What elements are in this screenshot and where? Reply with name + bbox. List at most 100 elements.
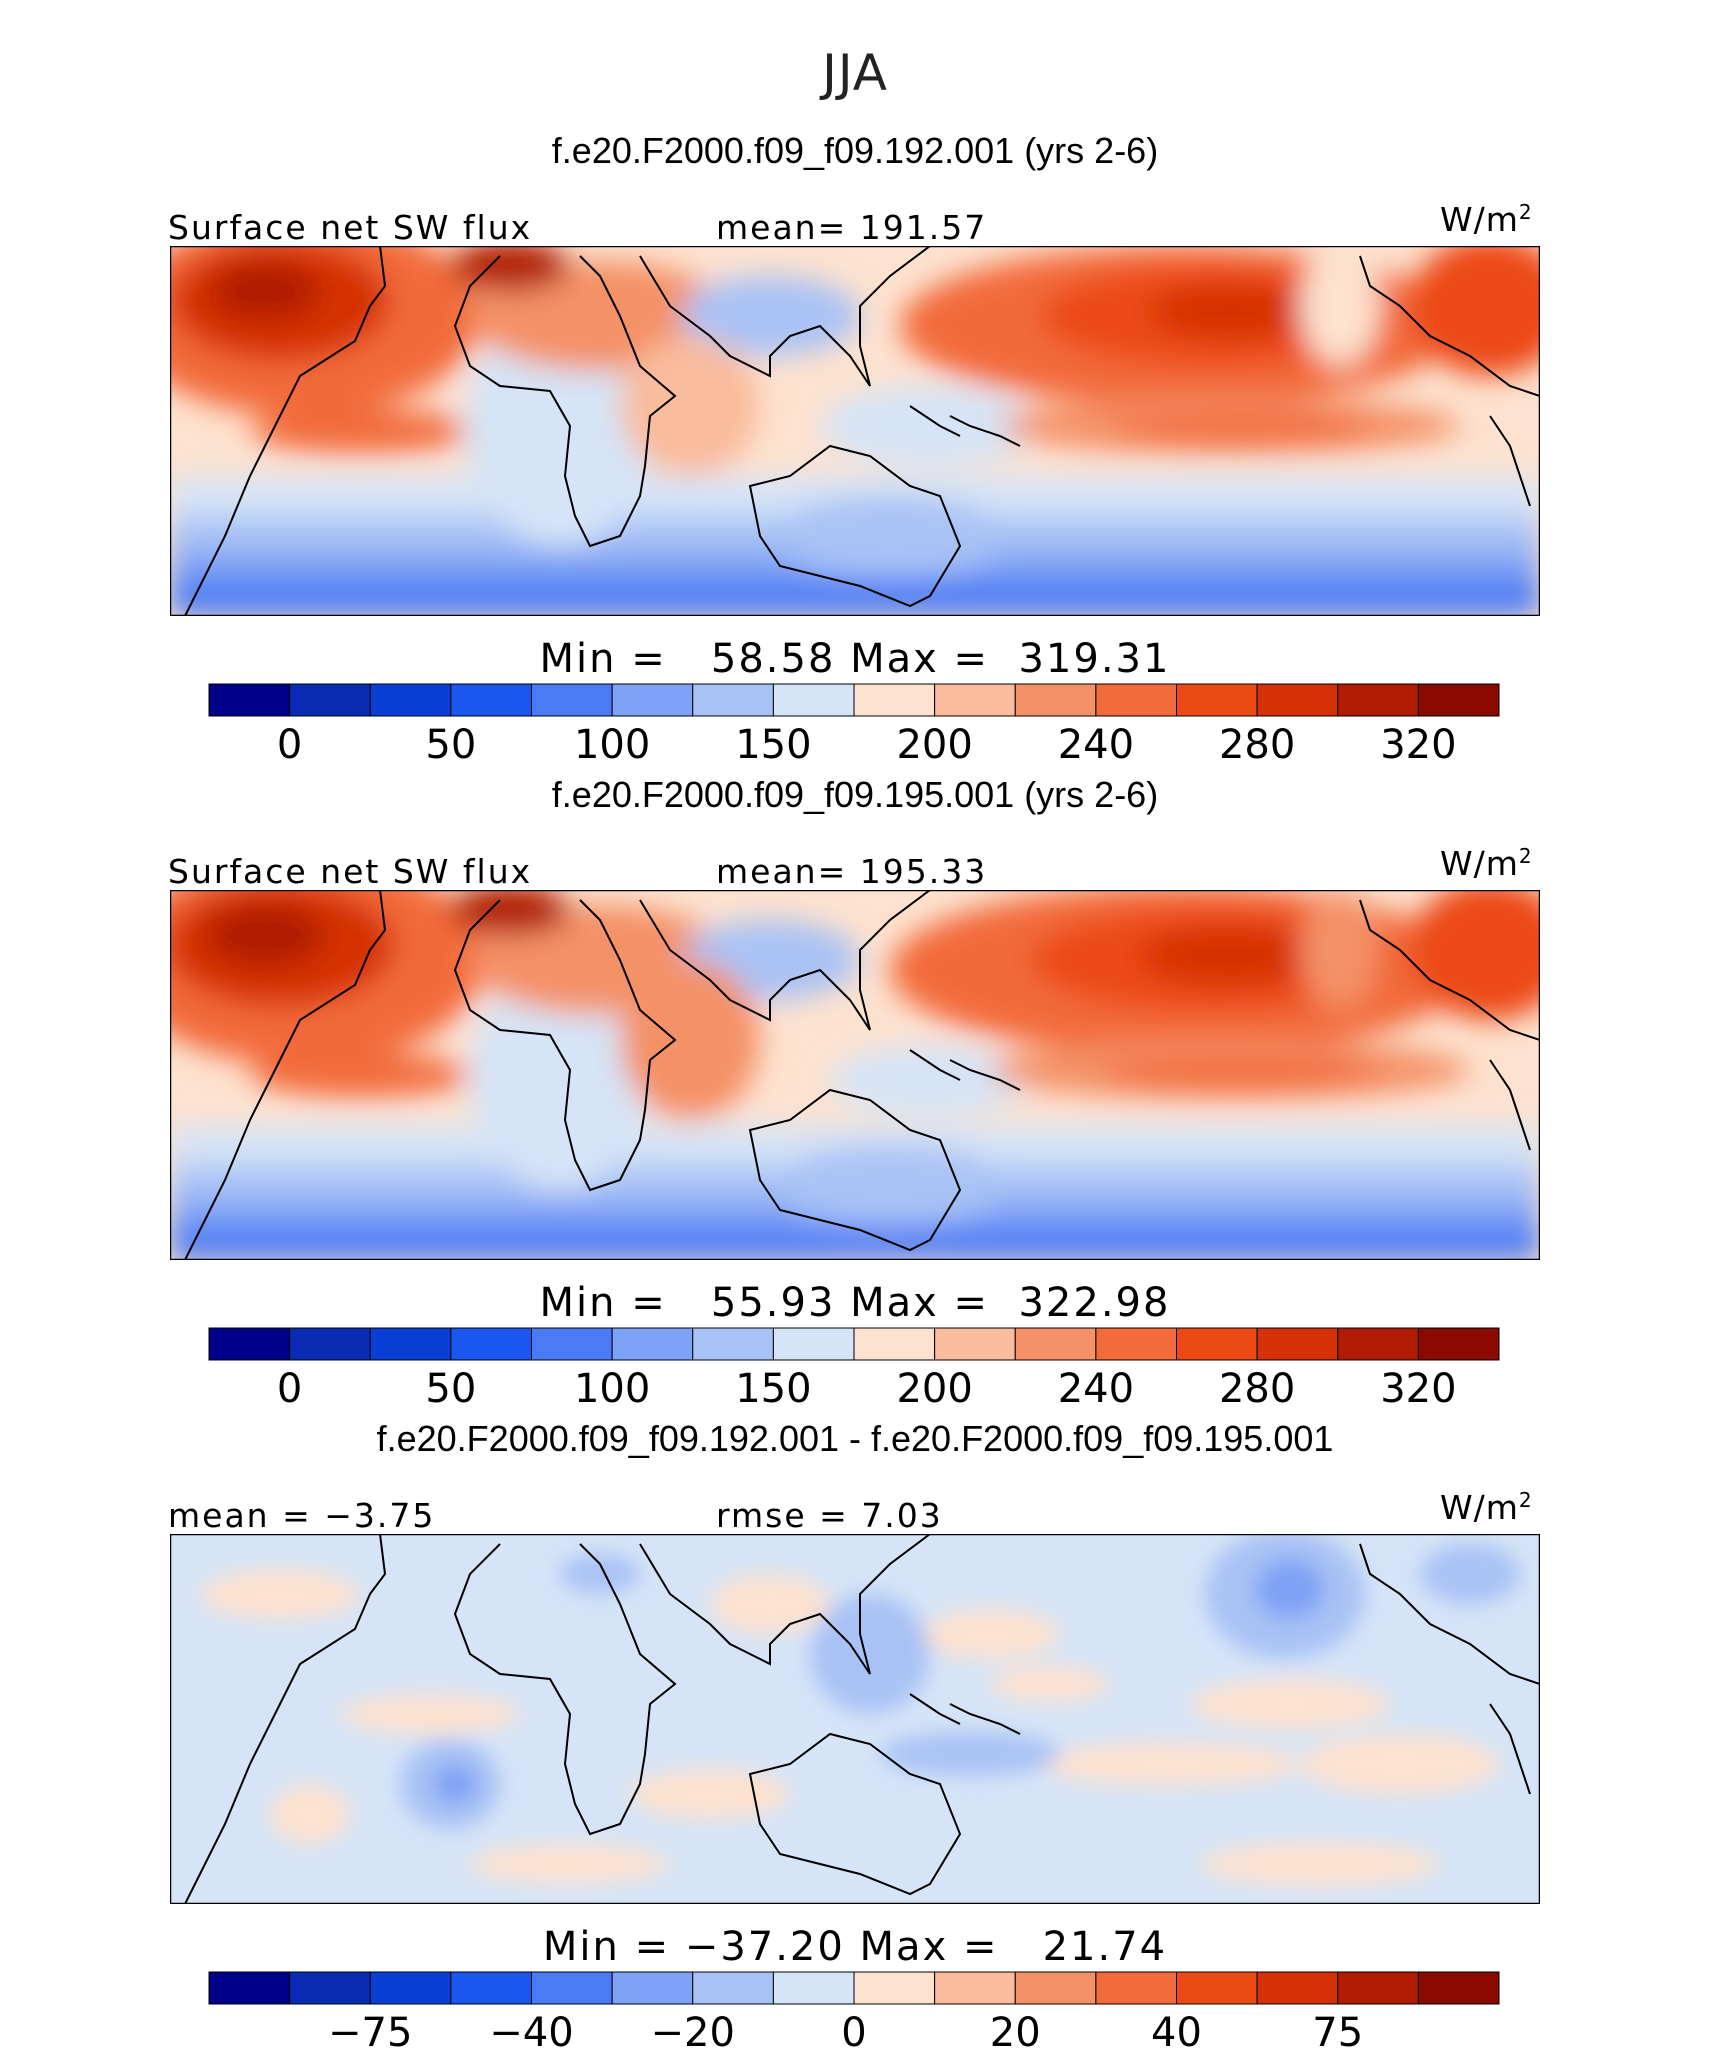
colorbar-tick-label: 240 bbox=[1058, 1366, 1134, 1410]
colorbar-swatch bbox=[934, 683, 1016, 717]
panel-3-units: W/m2 bbox=[1440, 1488, 1533, 1527]
colorbar-tick-label: 0 bbox=[277, 1366, 302, 1410]
colorbar-swatch bbox=[1176, 1971, 1258, 2005]
colorbar-tick-label: 240 bbox=[1058, 722, 1134, 766]
units-text: W/m bbox=[1440, 1488, 1519, 1527]
colorbar-swatch bbox=[1417, 683, 1500, 717]
panel-3-rmse-label: rmse = 7.03 bbox=[716, 1496, 943, 1535]
colorbar-1-svg: 0 50 100 150 200 240 280 320 bbox=[208, 683, 1500, 766]
units-exponent: 2 bbox=[1518, 1488, 1533, 1512]
colorbar-swatch bbox=[1417, 1971, 1500, 2005]
colorbar-swatch bbox=[1176, 683, 1258, 717]
panel-1-minmax: Min = 58.58 Max = 319.31 bbox=[539, 636, 1171, 682]
colorbar-tick-label: 75 bbox=[1312, 2010, 1363, 2050]
panel-2-mean-label: mean= 195.33 bbox=[716, 852, 988, 891]
panel-1-mean-label: mean= 191.57 bbox=[716, 208, 988, 247]
colorbar-tick-label: 100 bbox=[574, 722, 650, 766]
colorbar-tick-label: 40 bbox=[1151, 2010, 1202, 2050]
colorbar-2-svg: 0 50 100 150 200 240 280 320 bbox=[208, 1327, 1500, 1410]
colorbar-swatch bbox=[450, 683, 532, 717]
colorbar-swatch bbox=[1417, 1327, 1500, 1361]
colorbar-tick-label: 100 bbox=[574, 1366, 650, 1410]
colorbar-swatch bbox=[772, 1327, 855, 1361]
colorbar-swatch bbox=[853, 683, 936, 717]
colorbar-swatch bbox=[692, 1971, 774, 2005]
colorbar-swatch bbox=[531, 1971, 613, 2005]
colorbar-swatch bbox=[611, 1971, 694, 2005]
colorbar-swatch bbox=[369, 1971, 452, 2005]
colorbar-tick-label: 280 bbox=[1219, 722, 1295, 766]
units-exponent: 2 bbox=[1518, 844, 1533, 868]
colorbar-tick-label: 0 bbox=[277, 722, 302, 766]
colorbar-tick-label: 50 bbox=[425, 1366, 476, 1410]
colorbar-swatch bbox=[772, 683, 855, 717]
colorbar-3-svg: −75 −40 −20 0 20 40 75 bbox=[208, 1971, 1500, 2050]
colorbar-swatch bbox=[853, 1971, 936, 2005]
colorbar-swatch bbox=[853, 1327, 936, 1361]
panel-2-map bbox=[170, 890, 1540, 1260]
panel-2-variable-label: Surface net SW flux bbox=[168, 852, 533, 891]
colorbar-swatch bbox=[611, 683, 694, 717]
colorbar-tick-label: 280 bbox=[1219, 1366, 1295, 1410]
colorbar-swatch bbox=[1256, 1327, 1339, 1361]
panel-1-map bbox=[170, 246, 1540, 616]
colorbar-swatch bbox=[289, 1327, 371, 1361]
colorbar-swatch bbox=[289, 683, 371, 717]
colorbar-swatch bbox=[1014, 683, 1097, 717]
colorbar-swatch bbox=[934, 1971, 1016, 2005]
colorbar-swatch bbox=[1337, 1971, 1419, 2005]
panel-2-units: W/m2 bbox=[1440, 844, 1533, 883]
colorbar-swatch bbox=[369, 683, 452, 717]
colorbar-swatch bbox=[1256, 1971, 1339, 2005]
colorbar-tick-label: −20 bbox=[651, 2010, 735, 2050]
colorbar-2: 0 50 100 150 200 240 280 320 bbox=[208, 1326, 1503, 1410]
panel-3-map bbox=[170, 1534, 1540, 1904]
panel-1-units: W/m2 bbox=[1440, 200, 1533, 239]
colorbar-tick-label: −75 bbox=[328, 2010, 412, 2050]
colorbar-tick-label: 200 bbox=[896, 722, 972, 766]
colorbar-swatch bbox=[692, 1327, 774, 1361]
colorbar-swatch bbox=[692, 683, 774, 717]
units-text: W/m bbox=[1440, 844, 1519, 883]
colorbar-swatch bbox=[1256, 683, 1339, 717]
colorbar-swatch bbox=[208, 1327, 291, 1361]
colorbar-swatch bbox=[531, 1327, 613, 1361]
colorbar-swatch bbox=[369, 1327, 452, 1361]
colorbar-swatch bbox=[208, 1971, 291, 2005]
panel-3-minmax: Min = −37.20 Max = 21.74 bbox=[542, 1924, 1168, 1970]
colorbar-tick-label: 150 bbox=[735, 722, 811, 766]
colorbar-tick-label: 320 bbox=[1380, 1366, 1456, 1410]
colorbar-swatch bbox=[531, 683, 613, 717]
panel-3-mean-label: mean = −3.75 bbox=[168, 1496, 436, 1535]
panel-2-case-title: f.e20.F2000.f09_f09.195.001 (yrs 2-6) bbox=[551, 774, 1159, 815]
panel-1-variable-label: Surface net SW flux bbox=[168, 208, 533, 247]
colorbar-swatch bbox=[1337, 1327, 1419, 1361]
panel-2-minmax: Min = 55.93 Max = 322.98 bbox=[539, 1280, 1171, 1326]
panel-1-case-title: f.e20.F2000.f09_f09.192.001 (yrs 2-6) bbox=[551, 130, 1159, 171]
units-text: W/m bbox=[1440, 200, 1519, 239]
figure-title: JJA bbox=[822, 44, 888, 102]
colorbar-swatch bbox=[1095, 1327, 1177, 1361]
colorbar-tick-label: 320 bbox=[1380, 722, 1456, 766]
colorbar-swatch bbox=[1014, 1327, 1097, 1361]
colorbar-swatch bbox=[1176, 1327, 1258, 1361]
panel-2-contour-map bbox=[170, 890, 1540, 1260]
colorbar-swatch bbox=[450, 1971, 532, 2005]
colorbar-swatch bbox=[1014, 1971, 1097, 2005]
colorbar-swatch bbox=[289, 1971, 371, 2005]
panel-3-contour-map bbox=[170, 1534, 1540, 1904]
colorbar-tick-label: 20 bbox=[990, 2010, 1041, 2050]
colorbar-tick-label: 200 bbox=[896, 1366, 972, 1410]
colorbar-1: 0 50 100 150 200 240 280 320 bbox=[208, 682, 1503, 766]
colorbar-swatch bbox=[208, 683, 291, 717]
panel-3-case-title: f.e20.F2000.f09_f09.192.001 - f.e20.F200… bbox=[376, 1418, 1334, 1459]
colorbar-swatch bbox=[1095, 1971, 1177, 2005]
colorbar-tick-label: −40 bbox=[489, 2010, 573, 2050]
colorbar-swatch bbox=[611, 1327, 694, 1361]
colorbar-swatch bbox=[934, 1327, 1016, 1361]
colorbar-tick-label: 150 bbox=[735, 1366, 811, 1410]
colorbar-swatch bbox=[450, 1327, 532, 1361]
colorbar-swatch bbox=[1337, 683, 1419, 717]
colorbar-swatch bbox=[772, 1971, 855, 2005]
colorbar-tick-label: 50 bbox=[425, 722, 476, 766]
